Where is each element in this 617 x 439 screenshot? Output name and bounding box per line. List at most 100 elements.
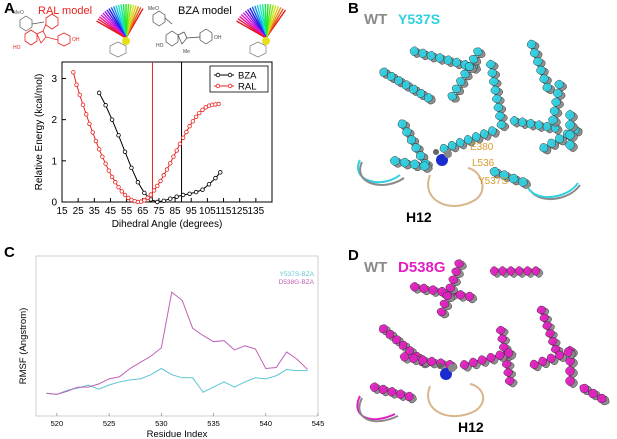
x-tick-label: 540 bbox=[260, 419, 273, 428]
legend-label: Y537S-BZA bbox=[280, 271, 315, 278]
data-point-ral bbox=[161, 173, 166, 178]
legend-marker bbox=[227, 72, 233, 78]
series-line-ral bbox=[72, 72, 219, 203]
x-tick-label: 35 bbox=[89, 206, 101, 217]
helix-mutant bbox=[389, 156, 430, 171]
helix-coil bbox=[447, 47, 483, 101]
y-tick-label: 2 bbox=[51, 115, 57, 126]
helix-coil bbox=[536, 305, 561, 354]
loop-mutant bbox=[527, 182, 579, 199]
ligand-atom bbox=[444, 150, 452, 158]
x-tick-label: 45 bbox=[105, 206, 117, 217]
data-point-ral bbox=[200, 107, 205, 112]
rmsf-chart: 520 525 530 535 540 545 Residue Index RMSF (Ang… bbox=[18, 255, 324, 439]
ral-side-chain bbox=[19, 15, 45, 32]
x-tick-label: 55 bbox=[121, 206, 133, 217]
helix-mutant bbox=[397, 119, 430, 168]
y-axis-label: Relative Energy (kcal/mol) bbox=[34, 74, 45, 191]
ral-chemical-structure bbox=[24, 13, 71, 47]
data-point-bza bbox=[116, 133, 121, 138]
panel-d-wt-label: WT bbox=[364, 259, 387, 276]
data-point-bza bbox=[109, 117, 115, 122]
panel-d-mutant-label: D538G bbox=[398, 259, 446, 276]
data-point-bza bbox=[142, 190, 147, 196]
helix-mutant bbox=[447, 47, 483, 101]
y-axis-label: RMSF (Angstrom) bbox=[18, 308, 29, 385]
data-point-ral bbox=[122, 192, 128, 198]
data-point-ral bbox=[84, 112, 89, 117]
helix-mutant bbox=[565, 109, 575, 151]
x-tick-label: 530 bbox=[155, 419, 168, 428]
panel-b-h12-label: H12 bbox=[406, 209, 432, 225]
data-point-bza bbox=[168, 196, 173, 201]
data-point-ral bbox=[116, 184, 121, 190]
y-tick-label: 3 bbox=[51, 74, 57, 85]
helix-coil bbox=[389, 156, 430, 171]
data-point-bza bbox=[213, 175, 218, 181]
helix-coil bbox=[436, 259, 464, 317]
x-tick-label: 125 bbox=[231, 206, 248, 217]
legend-label: BZA bbox=[238, 71, 257, 82]
panel-b-mutant-label: Y537S bbox=[398, 11, 440, 27]
helix-mutant bbox=[369, 382, 414, 402]
panel-b-wt-label: WT bbox=[364, 11, 387, 28]
data-point-bza bbox=[129, 165, 134, 171]
data-point-ral bbox=[197, 110, 202, 116]
data-point-bza bbox=[218, 170, 223, 175]
helix-mutant bbox=[459, 348, 514, 370]
data-point-ral bbox=[168, 161, 173, 166]
helix-mutant bbox=[489, 266, 541, 276]
data-point-ral bbox=[180, 135, 186, 140]
helix-coil bbox=[486, 59, 507, 130]
y-tick-label: 0 bbox=[51, 198, 57, 209]
data-point-ral bbox=[106, 168, 112, 173]
bza-ho-label: HO bbox=[156, 43, 164, 49]
x-tick-label: 75 bbox=[153, 206, 165, 217]
x-tick-label: 15 bbox=[56, 206, 68, 217]
data-point-ral bbox=[158, 178, 163, 184]
x-axis-label: Residue Index bbox=[147, 429, 208, 439]
panel-b-figure: WT Y537S E380 L536 Y537S H12 bbox=[357, 11, 583, 225]
data-point-ral bbox=[103, 161, 108, 166]
helix-coil bbox=[379, 67, 433, 103]
ligand-atom bbox=[448, 364, 456, 372]
data-point-bza bbox=[174, 194, 179, 199]
x-tick-label: 25 bbox=[73, 206, 85, 217]
data-point-bza bbox=[122, 149, 128, 154]
data-point-ral bbox=[184, 129, 189, 135]
x-tick-label: 65 bbox=[137, 206, 149, 217]
helix-coil bbox=[548, 79, 564, 125]
x-tick-label: 525 bbox=[103, 419, 116, 428]
helix-mutant bbox=[529, 347, 573, 370]
plot-frame bbox=[61, 61, 273, 203]
helix-mutant bbox=[579, 383, 607, 404]
helix-mutant bbox=[526, 39, 552, 92]
ligand-atom bbox=[440, 368, 452, 380]
energy-chart: 15 25 35 45 55 65 75 85 95 105 115 125 135 0 1 2 3 Dihedr… bbox=[34, 61, 273, 230]
data-point-ral bbox=[151, 188, 157, 193]
panel-c-figure: 520 525 530 535 540 545 Residue Index RMSF (Ang… bbox=[18, 255, 324, 439]
helix-coil bbox=[489, 266, 541, 276]
x-tick-label: 535 bbox=[207, 419, 220, 428]
panel-a-figure: RAL model MeO OH HO BZA model MeO OH Me … bbox=[13, 3, 287, 230]
bza-me-label: Me bbox=[183, 49, 190, 55]
panel-d-h12-label: H12 bbox=[458, 419, 484, 435]
helix-coil bbox=[439, 126, 497, 154]
legend-marker bbox=[215, 83, 221, 89]
helix-mutant bbox=[379, 67, 433, 103]
ligand-atom bbox=[436, 154, 448, 166]
fan-ring bbox=[249, 41, 267, 58]
ligand-atom bbox=[433, 149, 439, 155]
loop-wt bbox=[359, 161, 405, 186]
helix-coil bbox=[579, 383, 607, 404]
data-point-ral bbox=[113, 180, 118, 185]
x-tick-label: 115 bbox=[216, 206, 232, 217]
ral-ho-label: HO bbox=[13, 45, 21, 51]
ligand-atom bbox=[437, 363, 443, 369]
protein-structure-d538g bbox=[356, 259, 610, 423]
panel-letter-c: C bbox=[4, 244, 15, 261]
data-point-bza bbox=[206, 182, 212, 187]
data-point-bza bbox=[161, 198, 166, 203]
panel-letter-d: D bbox=[348, 247, 359, 264]
helix-mutant bbox=[509, 116, 560, 133]
